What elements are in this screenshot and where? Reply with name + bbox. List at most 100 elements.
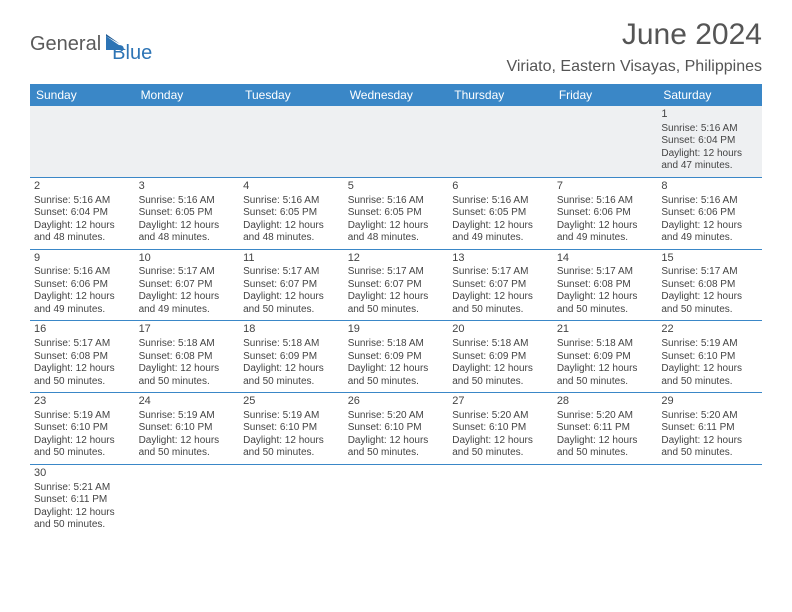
day-number: 29 (661, 395, 758, 409)
sunset-text: Sunset: 6:11 PM (557, 422, 654, 435)
weekday-header: Saturday (657, 84, 762, 106)
sunrise-text: Sunrise: 5:17 AM (557, 266, 654, 279)
month-title: June 2024 (506, 18, 762, 52)
day-number: 5 (348, 180, 445, 194)
calendar-day-cell: 15Sunrise: 5:17 AMSunset: 6:08 PMDayligh… (657, 249, 762, 321)
daylight-text: Daylight: 12 hours (348, 363, 445, 376)
logo: General Blue (30, 24, 152, 65)
daylight-text: Daylight: 12 hours (34, 291, 131, 304)
calendar-day-cell (553, 106, 658, 177)
sunrise-text: Sunrise: 5:19 AM (139, 410, 236, 423)
daylight-text: and 50 minutes. (661, 304, 758, 317)
sunset-text: Sunset: 6:08 PM (661, 279, 758, 292)
daylight-text: and 50 minutes. (139, 447, 236, 460)
daylight-text: and 50 minutes. (557, 376, 654, 389)
daylight-text: and 50 minutes. (348, 304, 445, 317)
calendar-day-cell (30, 106, 135, 177)
calendar-day-cell: 19Sunrise: 5:18 AMSunset: 6:09 PMDayligh… (344, 321, 449, 393)
calendar-day-cell: 12Sunrise: 5:17 AMSunset: 6:07 PMDayligh… (344, 249, 449, 321)
daylight-text: and 50 minutes. (557, 304, 654, 317)
title-block: June 2024 Viriato, Eastern Visayas, Phil… (506, 18, 762, 76)
daylight-text: and 50 minutes. (557, 447, 654, 460)
sunrise-text: Sunrise: 5:19 AM (34, 410, 131, 423)
daylight-text: Daylight: 12 hours (139, 291, 236, 304)
sunset-text: Sunset: 6:10 PM (139, 422, 236, 435)
daylight-text: Daylight: 12 hours (348, 291, 445, 304)
sunrise-text: Sunrise: 5:18 AM (452, 338, 549, 351)
sunset-text: Sunset: 6:04 PM (661, 135, 758, 148)
sunrise-text: Sunrise: 5:16 AM (243, 195, 340, 208)
calendar-day-cell: 22Sunrise: 5:19 AMSunset: 6:10 PMDayligh… (657, 321, 762, 393)
calendar-day-cell: 29Sunrise: 5:20 AMSunset: 6:11 PMDayligh… (657, 393, 762, 465)
daylight-text: Daylight: 12 hours (139, 220, 236, 233)
calendar-day-cell: 4Sunrise: 5:16 AMSunset: 6:05 PMDaylight… (239, 177, 344, 249)
sunset-text: Sunset: 6:09 PM (452, 351, 549, 364)
sunrise-text: Sunrise: 5:18 AM (557, 338, 654, 351)
sunrise-text: Sunrise: 5:17 AM (661, 266, 758, 279)
day-number: 27 (452, 395, 549, 409)
day-number: 6 (452, 180, 549, 194)
sunset-text: Sunset: 6:09 PM (557, 351, 654, 364)
daylight-text: and 49 minutes. (452, 232, 549, 245)
daylight-text: and 50 minutes. (661, 376, 758, 389)
header: General Blue June 2024 Viriato, Eastern … (30, 18, 762, 76)
sunrise-text: Sunrise: 5:16 AM (139, 195, 236, 208)
daylight-text: Daylight: 12 hours (243, 291, 340, 304)
daylight-text: and 50 minutes. (34, 519, 131, 532)
calendar-day-cell: 24Sunrise: 5:19 AMSunset: 6:10 PMDayligh… (135, 393, 240, 465)
daylight-text: Daylight: 12 hours (34, 363, 131, 376)
daylight-text: Daylight: 12 hours (348, 220, 445, 233)
day-number: 16 (34, 323, 131, 337)
calendar-day-cell: 10Sunrise: 5:17 AMSunset: 6:07 PMDayligh… (135, 249, 240, 321)
calendar-body: 1Sunrise: 5:16 AMSunset: 6:04 PMDaylight… (30, 106, 762, 536)
day-number: 21 (557, 323, 654, 337)
daylight-text: and 49 minutes. (34, 304, 131, 317)
calendar-day-cell: 13Sunrise: 5:17 AMSunset: 6:07 PMDayligh… (448, 249, 553, 321)
sunset-text: Sunset: 6:08 PM (557, 279, 654, 292)
calendar-day-cell: 25Sunrise: 5:19 AMSunset: 6:10 PMDayligh… (239, 393, 344, 465)
sunset-text: Sunset: 6:11 PM (661, 422, 758, 435)
daylight-text: Daylight: 12 hours (557, 291, 654, 304)
daylight-text: Daylight: 12 hours (557, 363, 654, 376)
daylight-text: Daylight: 12 hours (452, 291, 549, 304)
day-number: 15 (661, 252, 758, 266)
sunrise-text: Sunrise: 5:16 AM (34, 195, 131, 208)
sunrise-text: Sunrise: 5:17 AM (34, 338, 131, 351)
sunrise-text: Sunrise: 5:16 AM (452, 195, 549, 208)
day-number: 3 (139, 180, 236, 194)
sunset-text: Sunset: 6:06 PM (661, 207, 758, 220)
sunrise-text: Sunrise: 5:16 AM (661, 123, 758, 136)
day-number: 30 (34, 467, 131, 481)
daylight-text: and 49 minutes. (557, 232, 654, 245)
logo-text-general: General (30, 33, 101, 56)
calendar-week-row: 9Sunrise: 5:16 AMSunset: 6:06 PMDaylight… (30, 249, 762, 321)
sunrise-text: Sunrise: 5:19 AM (661, 338, 758, 351)
calendar-day-cell (448, 464, 553, 535)
daylight-text: Daylight: 12 hours (34, 507, 131, 520)
daylight-text: Daylight: 12 hours (452, 220, 549, 233)
day-number: 22 (661, 323, 758, 337)
calendar-day-cell: 28Sunrise: 5:20 AMSunset: 6:11 PMDayligh… (553, 393, 658, 465)
day-number: 17 (139, 323, 236, 337)
day-number: 13 (452, 252, 549, 266)
sunset-text: Sunset: 6:10 PM (661, 351, 758, 364)
day-number: 10 (139, 252, 236, 266)
sunset-text: Sunset: 6:10 PM (348, 422, 445, 435)
calendar-day-cell: 21Sunrise: 5:18 AMSunset: 6:09 PMDayligh… (553, 321, 658, 393)
calendar-day-cell (553, 464, 658, 535)
daylight-text: Daylight: 12 hours (243, 435, 340, 448)
sunset-text: Sunset: 6:06 PM (557, 207, 654, 220)
daylight-text: Daylight: 12 hours (557, 435, 654, 448)
calendar-day-cell: 23Sunrise: 5:19 AMSunset: 6:10 PMDayligh… (30, 393, 135, 465)
sunrise-text: Sunrise: 5:20 AM (557, 410, 654, 423)
day-number: 9 (34, 252, 131, 266)
daylight-text: and 47 minutes. (661, 160, 758, 173)
sunset-text: Sunset: 6:11 PM (34, 494, 131, 507)
daylight-text: and 48 minutes. (348, 232, 445, 245)
day-number: 25 (243, 395, 340, 409)
daylight-text: Daylight: 12 hours (661, 220, 758, 233)
calendar-week-row: 23Sunrise: 5:19 AMSunset: 6:10 PMDayligh… (30, 393, 762, 465)
weekday-header: Monday (135, 84, 240, 106)
calendar-day-cell: 7Sunrise: 5:16 AMSunset: 6:06 PMDaylight… (553, 177, 658, 249)
weekday-header: Wednesday (344, 84, 449, 106)
